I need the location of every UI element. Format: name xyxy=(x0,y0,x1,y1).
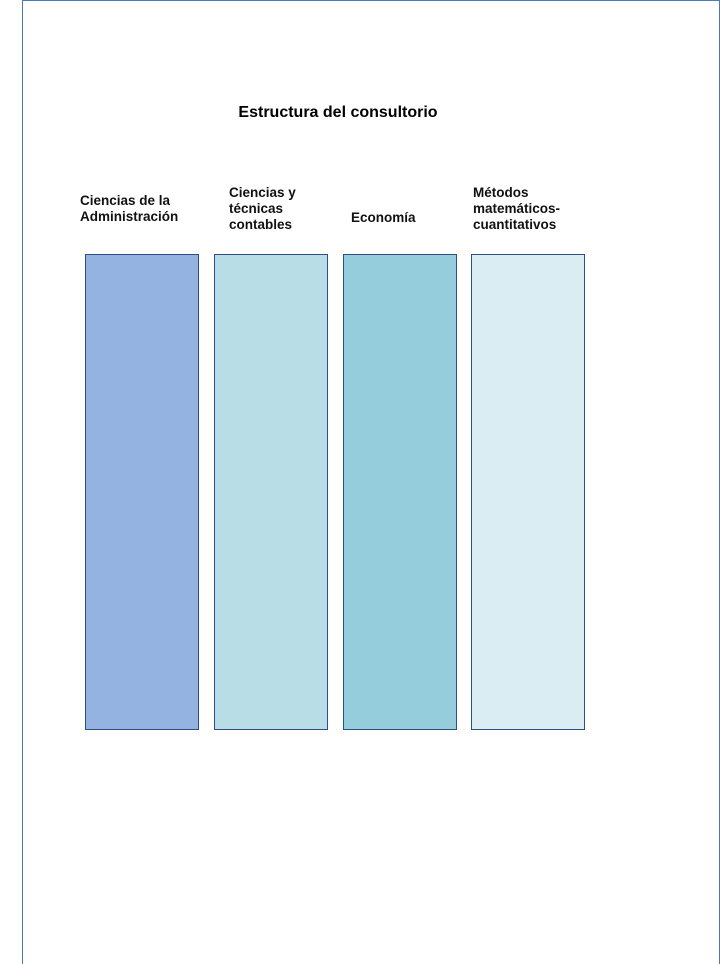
column-label-economia: Economía xyxy=(351,210,416,225)
column-label-contables: Ciencias y técnicas contables xyxy=(229,185,296,232)
column-box-administracion xyxy=(85,254,199,730)
column-label-administracion: Ciencias de la Administración xyxy=(80,193,179,224)
diagram-title: Estructura del consultorio xyxy=(238,104,438,121)
column-box-contables xyxy=(214,254,328,730)
column-box-metodos xyxy=(471,254,585,730)
column-label-metodos: Métodos matemáticos- cuantitativos xyxy=(473,185,561,232)
column-box-economia xyxy=(343,254,457,730)
